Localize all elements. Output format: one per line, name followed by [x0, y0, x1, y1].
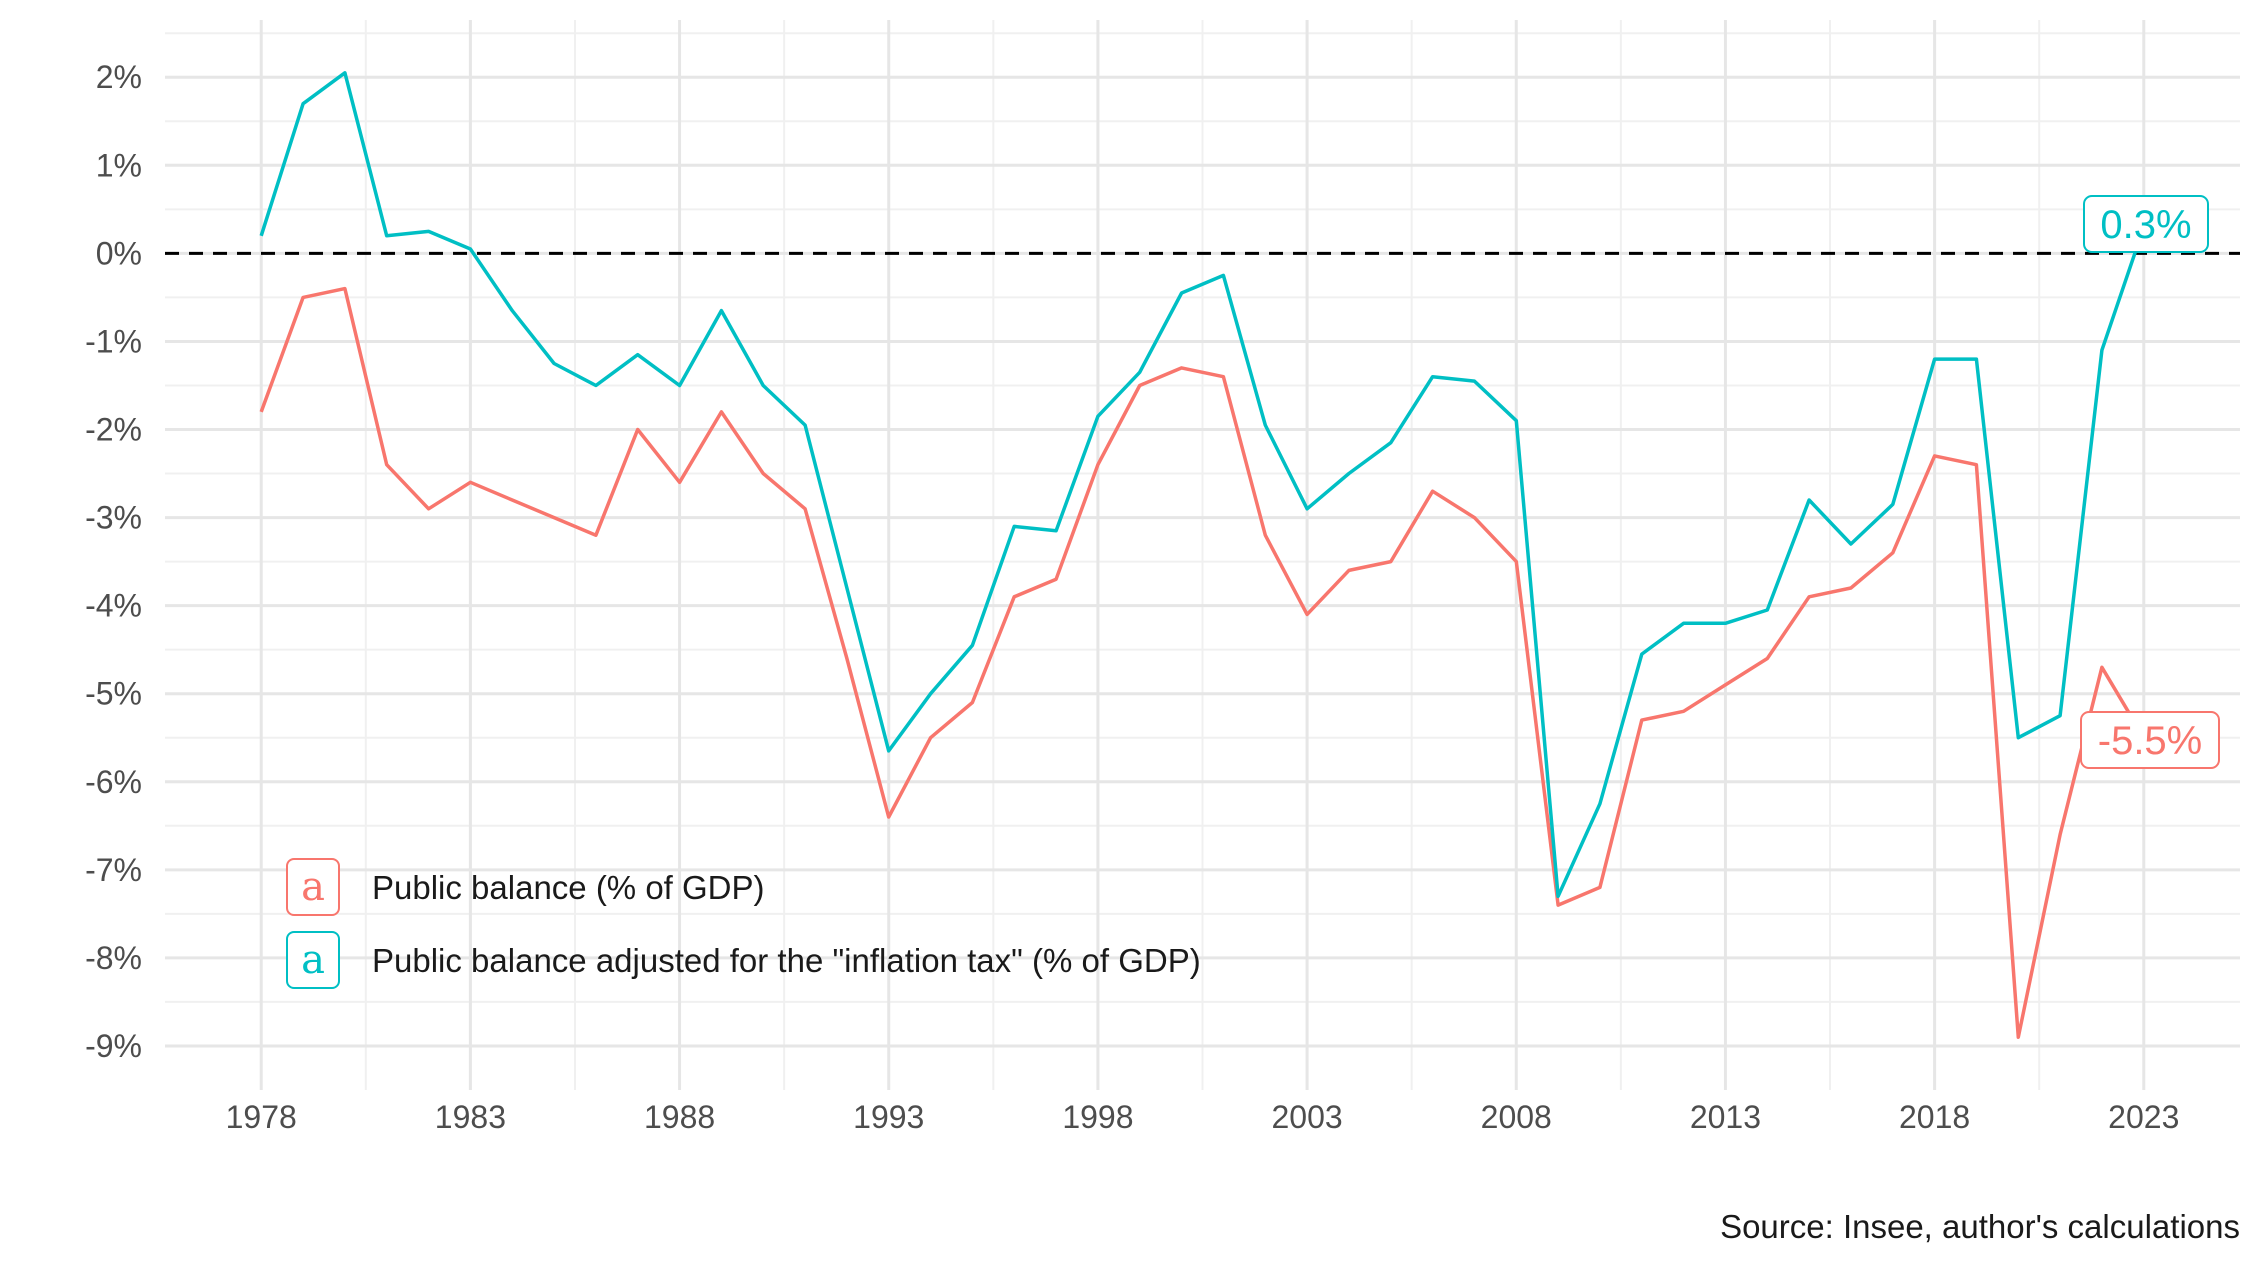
- legend: a Public balance (% of GDP) a Public balanc…: [286, 858, 1201, 989]
- end-label-box: [2080, 711, 2220, 769]
- y-tick-label: -2%: [85, 412, 142, 448]
- source-caption: Source: Insee, author's calculations: [1720, 1208, 2240, 1245]
- y-tick-label: 1%: [96, 147, 142, 183]
- x-tick-label: 1978: [226, 1099, 297, 1135]
- x-tick-label: 2008: [1481, 1099, 1552, 1135]
- x-axis-tick-labels: 1978 1983 1988 1993 1998 2003 2008 2013 2018 2023: [226, 1099, 2180, 1135]
- x-tick-label: 1983: [435, 1099, 506, 1135]
- end-label: -5.5%: [2098, 719, 2203, 763]
- y-tick-label: -1%: [85, 323, 142, 359]
- legend-label: Public balance (% of GDP): [372, 869, 765, 906]
- y-tick-label: 2%: [96, 59, 142, 95]
- legend-key: [286, 931, 340, 989]
- end-label-box: [2083, 195, 2209, 253]
- y-axis-tick-labels: 2% 1% 0% -1% -2% -3% -4% -5% -6% -7% -8% -9%: [85, 59, 142, 1064]
- x-tick-label: 2023: [2108, 1099, 2179, 1135]
- legend-key-glyph: a: [301, 864, 325, 910]
- x-tick-label: 2003: [1271, 1099, 1342, 1135]
- y-tick-label: -7%: [85, 852, 142, 888]
- y-tick-label: -5%: [85, 676, 142, 712]
- x-tick-label: 1988: [644, 1099, 715, 1135]
- legend-key: [286, 858, 340, 916]
- legend-label: Public balance adjusted for the "inflati…: [372, 942, 1201, 979]
- x-tick-label: 2013: [1690, 1099, 1761, 1135]
- y-tick-label: -3%: [85, 500, 142, 536]
- end-labels: -5.5% 0.3%: [2080, 195, 2220, 769]
- y-tick-label: -8%: [85, 940, 142, 976]
- series-lines: [259, 71, 2146, 1039]
- x-tick-label: 2018: [1899, 1099, 1970, 1135]
- adjusted-balance-line: [259, 71, 2146, 899]
- y-tick-label: -9%: [85, 1028, 142, 1064]
- y-tick-label: 0%: [96, 235, 142, 271]
- minor-gridlines: [165, 20, 2240, 1090]
- y-tick-label: -4%: [85, 588, 142, 624]
- y-tick-label: -6%: [85, 764, 142, 800]
- x-tick-label: 1993: [853, 1099, 924, 1135]
- public-balance-line: [259, 286, 2146, 1039]
- legend-key-glyph: a: [301, 937, 325, 983]
- x-tick-label: 1998: [1062, 1099, 1133, 1135]
- end-label: 0.3%: [2100, 203, 2191, 247]
